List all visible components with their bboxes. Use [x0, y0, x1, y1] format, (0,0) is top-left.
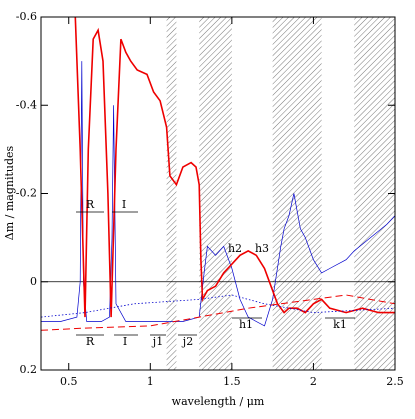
x-axis-label: wavelength / μm: [172, 395, 265, 408]
band-label: j1: [151, 335, 163, 348]
band-label: I: [123, 335, 127, 348]
x-tick-label: 2.5: [386, 375, 404, 388]
y-tick-label: 0: [30, 275, 37, 288]
y-tick-label: -0.2: [16, 187, 37, 200]
y-tick-label: 0.2: [20, 363, 38, 376]
band-label: j2: [181, 335, 193, 348]
x-tick-label: 2: [310, 375, 317, 388]
x-tick-label: 0.5: [60, 375, 78, 388]
telluric-band: [166, 17, 177, 370]
telluric-band: [199, 17, 232, 370]
band-label: R: [86, 198, 95, 211]
spectrum-line: [41, 294, 395, 318]
y-axis-label: Δm / magnitudes: [3, 145, 16, 240]
x-tick-label: 1: [147, 375, 154, 388]
spectrum-line: [74, 17, 395, 318]
y-tick-label: -0.6: [16, 10, 37, 23]
spectrum-line: [41, 61, 395, 327]
band-label: h3: [255, 242, 269, 255]
band-label: h1: [239, 318, 253, 331]
band-label: I: [122, 198, 126, 211]
plot-area: [41, 17, 395, 370]
telluric-band: [272, 17, 322, 370]
band-label: R: [86, 335, 95, 348]
y-tick-label: -0.4: [16, 98, 37, 111]
x-tick-label: 1.5: [223, 375, 241, 388]
band-label: h2: [228, 242, 242, 255]
band-label: k1: [333, 318, 347, 331]
